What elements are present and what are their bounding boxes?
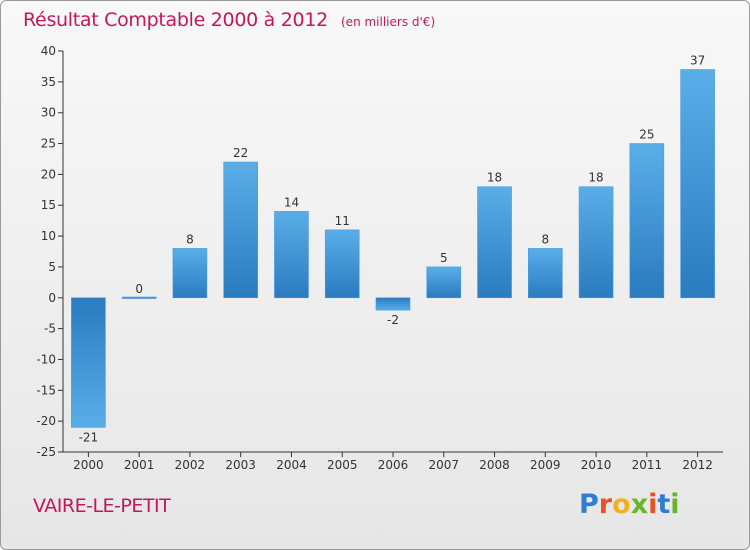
- data-label: 18: [588, 171, 603, 185]
- y-tick-label: -20: [36, 414, 56, 428]
- logo-letter: t: [657, 489, 671, 520]
- bar: [528, 248, 563, 299]
- logo-letter: x: [630, 489, 649, 520]
- data-label: 25: [639, 128, 654, 142]
- data-label: 8: [541, 232, 549, 246]
- bar: [426, 266, 462, 299]
- y-tick-label: 35: [41, 75, 56, 89]
- bar: [680, 69, 715, 299]
- y-tick-label: -10: [36, 352, 56, 366]
- x-tick-label: 2008: [479, 458, 510, 472]
- logo-letter: i: [648, 489, 658, 520]
- bar: [629, 143, 665, 299]
- x-tick-label: 2001: [124, 458, 155, 472]
- y-tick-label: 30: [41, 106, 56, 120]
- x-tick-label: 2010: [581, 458, 612, 472]
- x-tick-label: 2003: [225, 458, 256, 472]
- data-label: -21: [79, 430, 99, 444]
- bar: [172, 248, 208, 299]
- commune-name: VAIRE-LE-PETIT: [33, 495, 171, 517]
- x-tick-label: 2006: [378, 458, 409, 472]
- x-tick-label: 2009: [530, 458, 561, 472]
- data-label: 8: [186, 232, 194, 246]
- y-tick-label: 20: [41, 167, 56, 181]
- bar: [71, 297, 106, 428]
- bar: [274, 211, 309, 299]
- y-tick-label: -5: [44, 322, 56, 336]
- y-tick-label: -15: [36, 383, 56, 397]
- bar: [223, 161, 258, 299]
- data-label: 14: [284, 195, 299, 209]
- x-tick-label: 2011: [632, 458, 663, 472]
- y-tick-label: 0: [48, 291, 56, 305]
- x-tick-label: 2012: [682, 458, 713, 472]
- data-label: -2: [387, 313, 399, 327]
- x-tick-label: 2004: [276, 458, 307, 472]
- logo-letter: o: [612, 489, 631, 520]
- bar: [578, 186, 614, 299]
- bar: [477, 186, 512, 299]
- chart-subtitle: (en milliers d'€): [341, 15, 436, 29]
- y-tick-label: 5: [48, 260, 56, 274]
- logo-letter: i: [670, 489, 680, 520]
- data-label: 0: [135, 282, 143, 296]
- y-tick-label: -25: [36, 445, 56, 459]
- x-tick-label: 2000: [73, 458, 104, 472]
- data-label: 22: [233, 146, 248, 160]
- logo-letter: r: [598, 489, 613, 520]
- bar: [375, 297, 411, 311]
- x-tick-label: 2002: [175, 458, 206, 472]
- x-tick-label: 2005: [327, 458, 358, 472]
- data-label: 37: [690, 54, 705, 68]
- chart-title: Résultat Comptable 2000 à 2012: [23, 9, 328, 31]
- y-tick-label: 40: [41, 44, 56, 58]
- bar: [121, 296, 157, 299]
- y-tick-label: 25: [41, 137, 56, 151]
- y-tick-label: 10: [41, 229, 56, 243]
- bar: [324, 229, 360, 299]
- x-tick-label: 2007: [428, 458, 459, 472]
- y-tick-label: 15: [41, 198, 56, 212]
- data-label: 11: [335, 214, 350, 228]
- data-label: 5: [440, 251, 448, 265]
- proxiti-logo: Proxiti: [579, 489, 680, 520]
- logo-letter: P: [579, 489, 599, 520]
- data-label: 18: [487, 171, 502, 185]
